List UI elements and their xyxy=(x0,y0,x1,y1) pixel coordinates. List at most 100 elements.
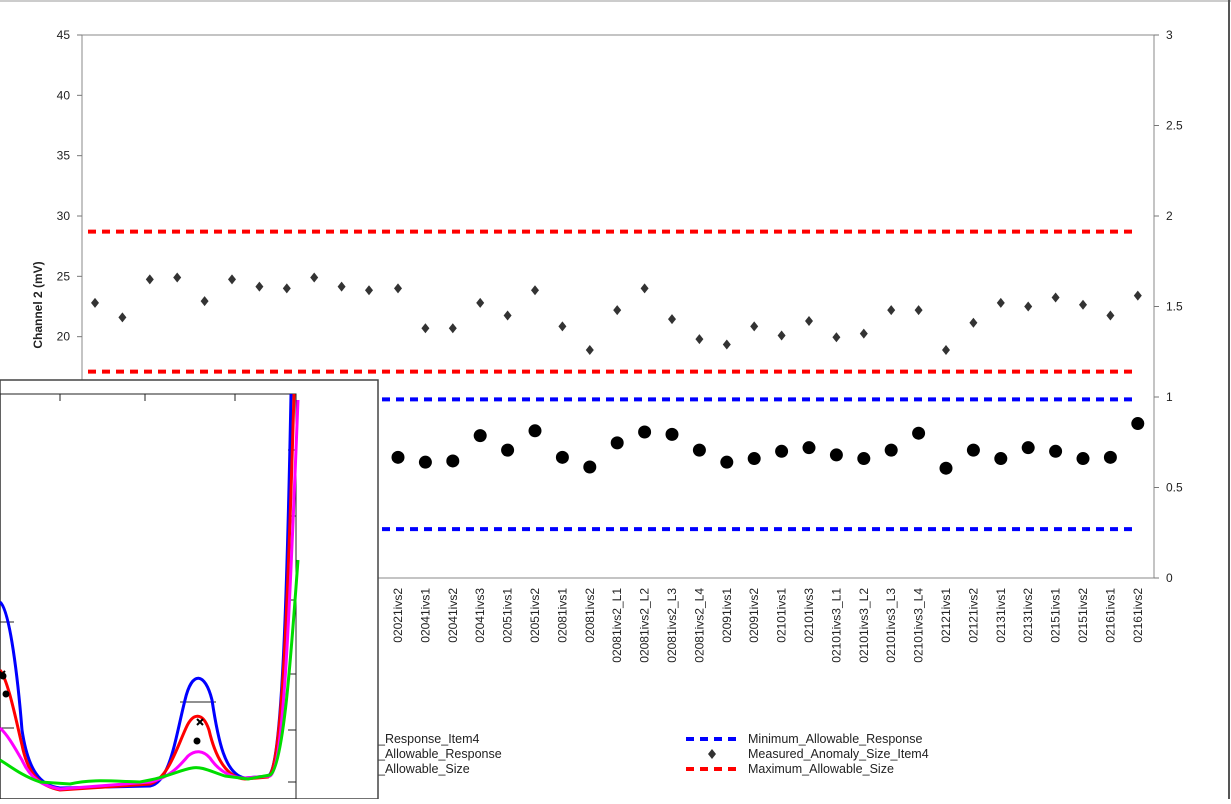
size-point xyxy=(421,323,430,334)
inset-plot xyxy=(0,379,379,800)
x-category-label: 02041ivs3 xyxy=(473,588,487,643)
response-point xyxy=(555,450,569,464)
x-category-label: 02051ivs1 xyxy=(501,588,515,643)
x-category-label: 02131ivs2 xyxy=(1021,588,1035,643)
legend-label: Measured_Anomaly_Size_Item4 xyxy=(748,747,929,761)
size-point xyxy=(1079,299,1087,310)
x-category-label: 02161ivs1 xyxy=(1103,588,1117,643)
size-point xyxy=(337,281,346,292)
x-category-label: 02101ivs3_L1 xyxy=(829,588,843,663)
size-point xyxy=(503,310,512,321)
y-right-tick-label: 2.5 xyxy=(1166,119,1183,133)
size-point xyxy=(476,297,485,308)
x-category-label: 02081ivs2_L1 xyxy=(610,588,624,663)
y-right-tick-label: 2 xyxy=(1166,209,1173,223)
y-axis-left: 20 25 30 35 40 45 xyxy=(57,28,82,344)
size-point xyxy=(695,334,704,345)
response-point xyxy=(1131,417,1145,431)
size-point xyxy=(558,321,567,332)
y-left-tick-label: 40 xyxy=(57,88,71,102)
legend-label: _Allowable_Size xyxy=(377,762,470,776)
response-point xyxy=(829,448,843,462)
x-category-label: 02041ivs2 xyxy=(446,588,460,643)
response-point xyxy=(1103,450,1117,464)
size-point xyxy=(613,305,622,316)
x-category-label: 02091ivs1 xyxy=(720,588,734,643)
inset-curve xyxy=(0,399,300,791)
inset-point xyxy=(193,737,201,745)
x-category-label: 02041ivs1 xyxy=(418,588,432,643)
size-point xyxy=(914,305,923,316)
y-right-tick-label: 0.5 xyxy=(1166,481,1183,495)
x-category-label: 02081ivs2_L4 xyxy=(692,588,706,663)
size-point xyxy=(750,321,759,332)
x-category-label: 02051ivs2 xyxy=(528,588,542,643)
size-point xyxy=(1106,310,1115,321)
size-point xyxy=(1133,290,1142,301)
inset-markers xyxy=(0,670,204,745)
size-point xyxy=(887,305,896,316)
y-axis-label: Channel 2 (mV) xyxy=(31,261,45,348)
response-point xyxy=(418,455,432,469)
inset-cross xyxy=(196,718,204,726)
x-category-label: 02151ivs1 xyxy=(1049,588,1063,643)
size-point xyxy=(145,274,154,285)
x-category-label: 02101ivs1 xyxy=(775,588,789,643)
inset-cross xyxy=(0,670,6,678)
size-point xyxy=(173,272,182,283)
x-category-label: 02121ivs1 xyxy=(939,588,953,643)
response-point xyxy=(775,444,789,458)
x-category-label: 02081ivs2_L3 xyxy=(665,588,679,663)
legend: _Response_Item4_Allowable_Response_Allow… xyxy=(377,732,929,776)
inset-panel xyxy=(0,379,379,800)
x-category-label: 02081ivs1 xyxy=(555,588,569,643)
size-point xyxy=(282,283,291,294)
x-category-label: 02121ivs2 xyxy=(966,588,980,643)
response-point xyxy=(501,443,515,457)
x-category-label: 02151ivs2 xyxy=(1076,588,1090,643)
response-point xyxy=(720,455,734,469)
x-axis-categories: 02021ivs2 02041ivs1 02041ivs2 02041ivs3 0205… xyxy=(391,588,1145,663)
size-point xyxy=(365,285,373,296)
size-point xyxy=(722,339,731,350)
response-point xyxy=(966,443,980,457)
size-point xyxy=(585,344,594,355)
size-point xyxy=(531,285,539,296)
y-left-tick-label: 35 xyxy=(57,149,71,163)
size-point xyxy=(996,297,1005,308)
y-left-tick-label: 30 xyxy=(57,209,71,223)
size-point xyxy=(668,314,676,325)
size-point xyxy=(942,344,950,355)
inset-curve xyxy=(0,393,296,792)
response-point xyxy=(446,454,460,468)
y-axis-right: 0 0.5 1 1.5 2 2.5 3 xyxy=(1154,28,1183,585)
response-point xyxy=(912,426,926,440)
response-point xyxy=(802,441,816,455)
x-category-label: 02101ivs3_L4 xyxy=(912,588,926,663)
legend-label: _Response_Item4 xyxy=(377,732,480,746)
legend-label: Minimum_Allowable_Response xyxy=(748,732,922,746)
size-point xyxy=(448,323,457,334)
response-point xyxy=(747,452,761,466)
x-category-label: 02091ivs2 xyxy=(747,588,761,643)
y-right-tick-label: 1.5 xyxy=(1166,300,1183,314)
inset-point xyxy=(2,690,10,698)
size-point xyxy=(228,274,236,285)
response-point xyxy=(857,452,871,466)
size-point xyxy=(777,330,786,341)
x-category-label: 02021ivs2 xyxy=(391,588,405,643)
series-size-points xyxy=(91,272,1142,355)
y-right-tick-label: 1 xyxy=(1166,390,1173,404)
response-point xyxy=(473,429,487,443)
inset-curve xyxy=(0,559,300,786)
size-point xyxy=(310,272,319,283)
size-point xyxy=(91,297,99,308)
size-point xyxy=(200,296,209,307)
size-point xyxy=(859,328,868,339)
legend-label: Maximum_Allowable_Size xyxy=(748,762,894,776)
response-point xyxy=(528,424,542,438)
response-point xyxy=(583,460,597,474)
y-right-tick-label: 3 xyxy=(1166,28,1173,42)
y-left-tick-label: 45 xyxy=(57,28,71,42)
